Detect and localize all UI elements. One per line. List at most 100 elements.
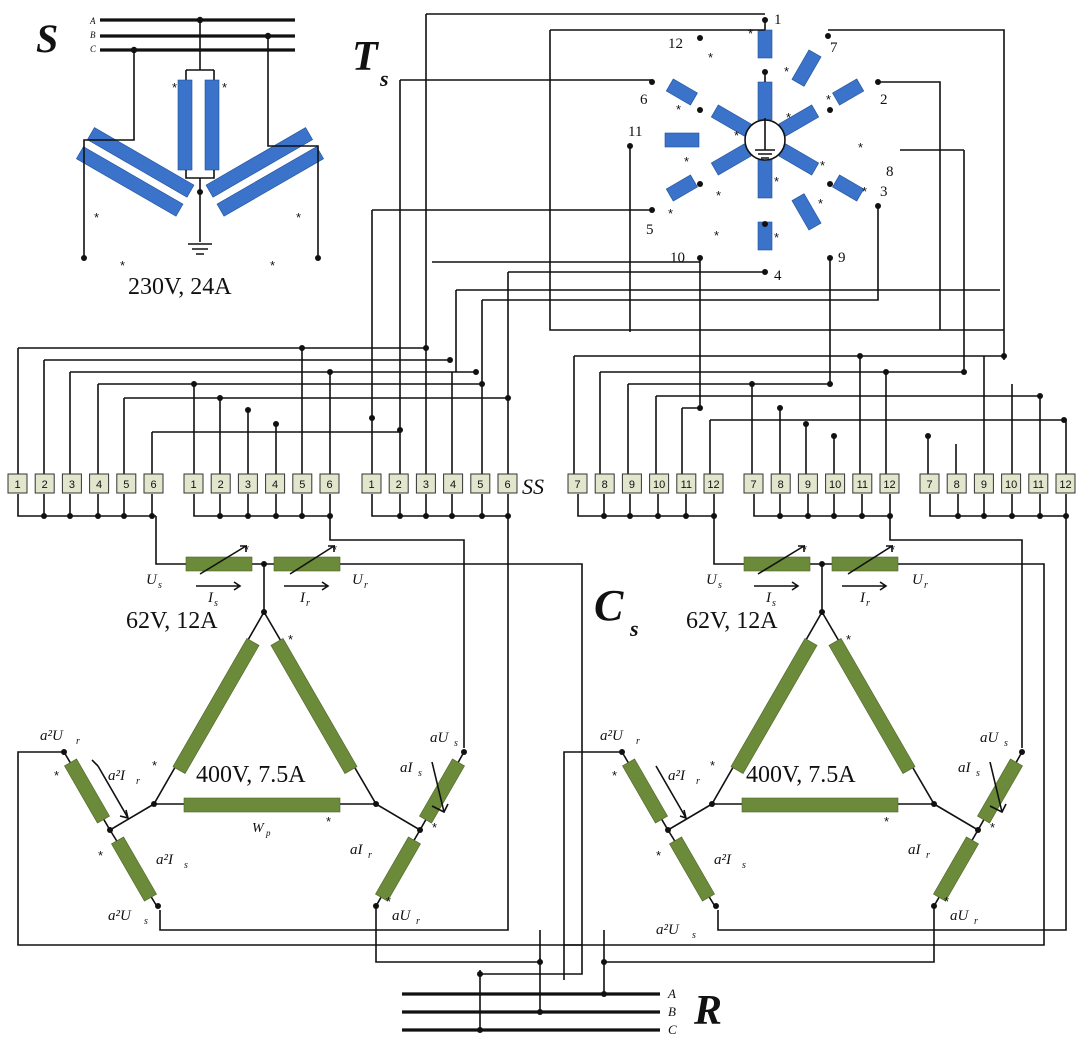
terminal-box (879, 473, 900, 494)
routing-wires (17, 13, 1067, 474)
label-is: I (207, 590, 214, 606)
label-ur-sub: r (924, 580, 928, 591)
terminal-label: 3 (69, 479, 75, 491)
terminal-box (89, 473, 110, 494)
source-label: S (36, 16, 58, 61)
terminal-box (743, 473, 764, 494)
load-label: R (693, 988, 722, 1034)
label-a2is-sub: s (742, 860, 746, 871)
label-ais-sub: s (418, 768, 422, 779)
winding-number: 5 (646, 222, 654, 238)
label-us-sub: s (718, 580, 722, 591)
star-mark: * (884, 814, 889, 829)
label-ir: I (299, 590, 306, 606)
terminal-box (1055, 473, 1076, 494)
star-mark: * (288, 632, 293, 647)
source-coil-left (75, 127, 195, 217)
terminal-box (7, 473, 28, 494)
converter-label-sub: s (629, 616, 639, 641)
star-mark: * (786, 110, 791, 125)
star-mark: * (716, 188, 721, 203)
label-us: U (706, 572, 718, 588)
label-ir-sub: r (306, 598, 310, 609)
label-aur: aU (392, 908, 412, 924)
source-phase-a-label: A (89, 16, 96, 26)
terminal-label: 6 (504, 479, 510, 491)
terminal-box (143, 473, 164, 494)
transformer-star-windings (627, 17, 881, 275)
terminal-label: 5 (123, 479, 129, 491)
terminal-box (210, 473, 231, 494)
source-coil-top-right (204, 79, 220, 171)
label-is: I (765, 590, 772, 606)
label-ir: I (859, 590, 866, 606)
source-top-feed (185, 20, 215, 80)
winding-number: 10 (670, 250, 685, 266)
terminal-label: 4 (96, 479, 102, 491)
star-mark: * (656, 848, 661, 863)
winding-number: 11 (628, 124, 642, 140)
star-mark: * (820, 158, 825, 173)
star-mark: * (714, 228, 719, 243)
winding-number: 2 (880, 92, 888, 108)
terminal-box (919, 473, 940, 494)
label-a2us: a²U (108, 908, 132, 924)
winding-number: 8 (886, 164, 894, 180)
star-mark: * (784, 64, 789, 79)
terminal-label: 11 (857, 479, 868, 491)
star-mark: * (152, 758, 157, 773)
star-mark: * (774, 230, 779, 245)
star-mark: * (734, 128, 739, 143)
star-mark: * (98, 848, 103, 863)
label-air-sub: r (368, 850, 372, 861)
switch-strip-label: SS (522, 474, 544, 499)
converter-label: C (594, 581, 624, 630)
star-mark: * (612, 768, 617, 783)
source-phase-b-label: B (90, 30, 96, 40)
label-us: U (146, 572, 158, 588)
source-side-feeds (83, 36, 319, 258)
terminal-label: 1 (14, 479, 20, 491)
label-air-sub: r (926, 850, 930, 861)
label-a2us-sub: s (692, 930, 696, 941)
label-a2ir-sub: r (696, 776, 700, 787)
label-aur-sub: r (974, 916, 978, 927)
terminal-box (1001, 473, 1022, 494)
terminal-label: 6 (326, 479, 332, 491)
terminal-label: 8 (954, 479, 960, 491)
label-ais: aI (400, 760, 414, 776)
label-a2is: a²I (156, 852, 174, 868)
star-mark: * (862, 184, 867, 199)
star-mark: * (826, 92, 831, 107)
source-rating: 230V, 24A (128, 274, 232, 300)
terminal-label: 1 (190, 479, 196, 491)
source-neutral (197, 189, 203, 195)
label-a2is-sub: s (184, 860, 188, 871)
winding-number: 9 (838, 250, 846, 266)
load-phase-a-label: A (667, 986, 676, 1001)
terminal-label: 8 (778, 479, 784, 491)
triangle-rating-left: 400V, 7.5A (196, 762, 306, 788)
source-coil-top-left (177, 79, 193, 171)
label-is-sub: s (214, 598, 218, 609)
terminal-box (825, 473, 846, 494)
terminal-box (470, 473, 491, 494)
transformer-label: T (352, 34, 380, 80)
winding-number: 7 (830, 40, 838, 56)
terminal-box (265, 473, 286, 494)
terminal-label: 10 (1005, 479, 1017, 491)
terminal-label: 10 (653, 479, 665, 491)
terminal-label: 10 (829, 479, 841, 491)
terminal-box (594, 473, 615, 494)
terminal-label: 5 (477, 479, 483, 491)
star-mark: * (386, 894, 391, 909)
terminal-label: 6 (150, 479, 156, 491)
source-phase-c-label: C (90, 44, 97, 54)
terminal-label: 12 (707, 479, 719, 491)
star-mark: * (944, 894, 949, 909)
terminal-label: 7 (926, 479, 932, 491)
label-ur-sub: r (364, 580, 368, 591)
terminal-box (1028, 473, 1049, 494)
terminal-label: 12 (1059, 479, 1071, 491)
terminal-box (237, 473, 258, 494)
